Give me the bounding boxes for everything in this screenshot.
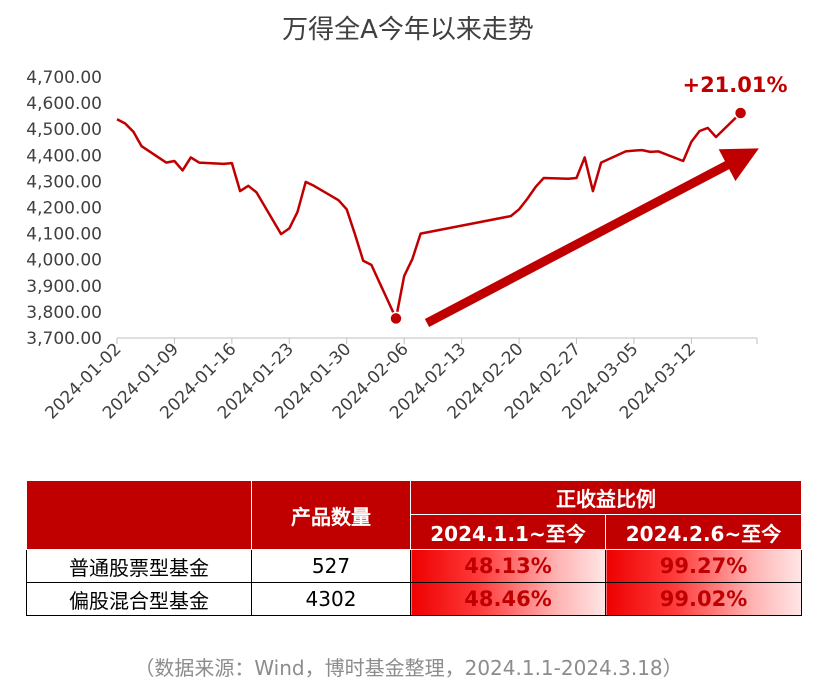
y-tick-label: 4,000.00: [26, 251, 102, 271]
y-axis-ticks: 4,700.00 4,600.00 4,500.00 4,400.00 4,300.00…: [26, 68, 102, 349]
header-blank: [26, 480, 252, 550]
trend-arrow: [424, 148, 759, 327]
y-tick-label: 4,400.00: [26, 146, 102, 166]
y-tick-label: 4,300.00: [26, 172, 102, 192]
ratio-period-1: 48.13%: [410, 549, 606, 583]
y-tick-label: 4,700.00: [26, 68, 102, 88]
product-count: 527: [251, 549, 411, 583]
product-count: 4302: [251, 582, 411, 616]
y-tick-label: 3,800.00: [26, 303, 102, 323]
fund-type: 普通股票型基金: [26, 549, 252, 583]
ratio-period-2: 99.27%: [605, 549, 802, 583]
y-tick-label: 3,900.00: [26, 277, 102, 297]
fund-type: 偏股混合型基金: [26, 582, 252, 616]
y-tick-label: 3,700.00: [26, 329, 102, 349]
y-tick-label: 4,500.00: [26, 120, 102, 140]
ratio-period-2: 99.02%: [605, 582, 802, 616]
highlight-marker: [389, 311, 403, 326]
y-tick-label: 4,600.00: [26, 94, 102, 114]
ratio-period-1: 48.46%: [410, 582, 606, 616]
series-line: [116, 112, 742, 320]
chart-title: 万得全A今年以来走势: [282, 15, 534, 45]
series-points: [389, 106, 748, 326]
line-chart: 万得全A今年以来走势 4,700.00 4,600.00 4,500.00 4,400…: [26, 15, 787, 423]
highlight-marker: [733, 106, 748, 120]
header-period-1: 2024.1.1~至今: [410, 514, 606, 550]
y-tick-label: 4,100.00: [26, 225, 102, 245]
header-positive-ratio: 正收益比例: [410, 480, 802, 515]
data-source-note: （数据来源：Wind，博时基金整理，2024.1.1-2024.3.18）: [134, 656, 683, 680]
table-row: 偏股混合型基金 4302 48.46% 99.02%: [26, 582, 802, 616]
table-row: 普通股票型基金 527 48.13% 99.27%: [26, 549, 802, 583]
header-period-2: 2024.2.6~至今: [605, 514, 802, 550]
x-axis-ticks: 2024-01-022024-01-092024-01-162024-01-23…: [42, 338, 758, 423]
gain-annotation: +21.01%: [682, 73, 787, 97]
y-tick-label: 4,200.00: [26, 199, 102, 219]
header-count: 产品数量: [251, 480, 411, 550]
positive-return-table: 产品数量 正收益比例 2024.1.1~至今 2024.2.6~至今 普通股票型…: [26, 480, 802, 616]
